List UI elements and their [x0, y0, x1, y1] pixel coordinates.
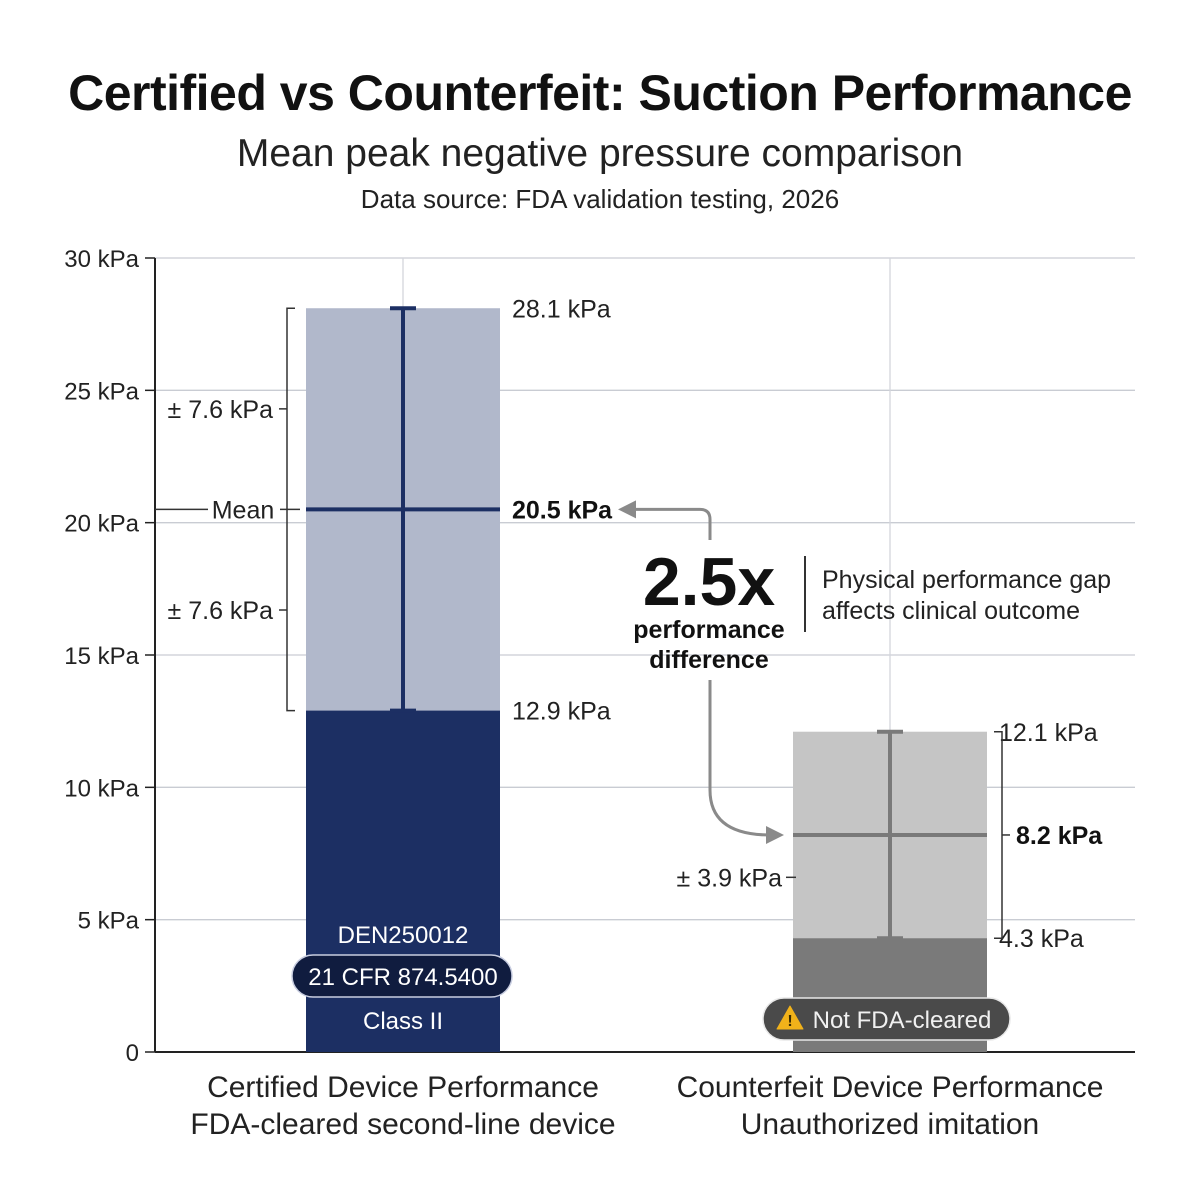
bar-solid — [306, 710, 500, 1052]
sd-bracket — [994, 731, 1003, 939]
y-tick-label: 0 — [126, 1040, 139, 1067]
chart-title: Certified vs Counterfeit: Suction Perfor… — [68, 65, 1132, 121]
y-tick-label: 30 kPa — [64, 246, 139, 273]
warning-exclamation: ! — [787, 1013, 792, 1030]
mean-value-label: 20.5 kPa — [512, 496, 613, 524]
connector-arrow-bottom — [708, 680, 771, 837]
chart-subtitle: Mean peak negative pressure comparison — [236, 132, 964, 175]
min-value-label: 4.3 kPa — [999, 925, 1084, 953]
warning-text: Not FDA-cleared — [813, 1007, 992, 1034]
mean-value-label: 8.2 kPa — [1016, 822, 1103, 850]
device-code: DEN250012 — [338, 922, 469, 949]
note-line2: affects clinical outcome — [822, 597, 1080, 625]
warning-pill — [762, 997, 1011, 1041]
sd-label-lower: ± 7.6 kPa — [168, 597, 274, 625]
category-label: Counterfeit Device Performance — [677, 1071, 1104, 1104]
category-label: Certified Device Performance — [207, 1071, 599, 1104]
min-value-label: 12.9 kPa — [512, 698, 611, 726]
sd-label: ± 3.9 kPa — [677, 864, 783, 892]
regulation-number: 21 CFR 874.5400 — [308, 964, 497, 991]
arrowhead-right — [766, 825, 784, 844]
sd-label-upper: ± 7.6 kPa — [168, 396, 274, 424]
connector-arrow-top — [630, 507, 712, 540]
mean-marker-label: Mean — [212, 496, 275, 524]
category-sublabel: Unauthorized imitation — [741, 1108, 1040, 1141]
note-line1: Physical performance gap — [822, 566, 1111, 594]
y-tick-label: 20 kPa — [64, 511, 139, 538]
arrowhead-left — [618, 500, 636, 519]
y-tick-label: 25 kPa — [64, 378, 139, 405]
data-source: Data source: FDA validation testing, 202… — [360, 184, 840, 214]
max-value-label: 28.1 kPa — [512, 295, 611, 323]
device-class: Class II — [363, 1008, 443, 1035]
max-value-label: 12.1 kPa — [999, 719, 1098, 747]
warning-triangle-icon — [776, 1005, 804, 1030]
y-tick-label: 10 kPa — [64, 775, 139, 802]
ratio-value: 2.5x — [643, 544, 776, 620]
ratio-caption-line2: difference — [649, 646, 769, 674]
y-tick-label: 5 kPa — [78, 908, 140, 935]
category-sublabel: FDA-cleared second-line device — [190, 1108, 615, 1141]
regulation-pill — [291, 954, 513, 998]
ratio-caption-line1: performance — [633, 616, 785, 644]
y-tick-label: 15 kPa — [64, 643, 139, 670]
